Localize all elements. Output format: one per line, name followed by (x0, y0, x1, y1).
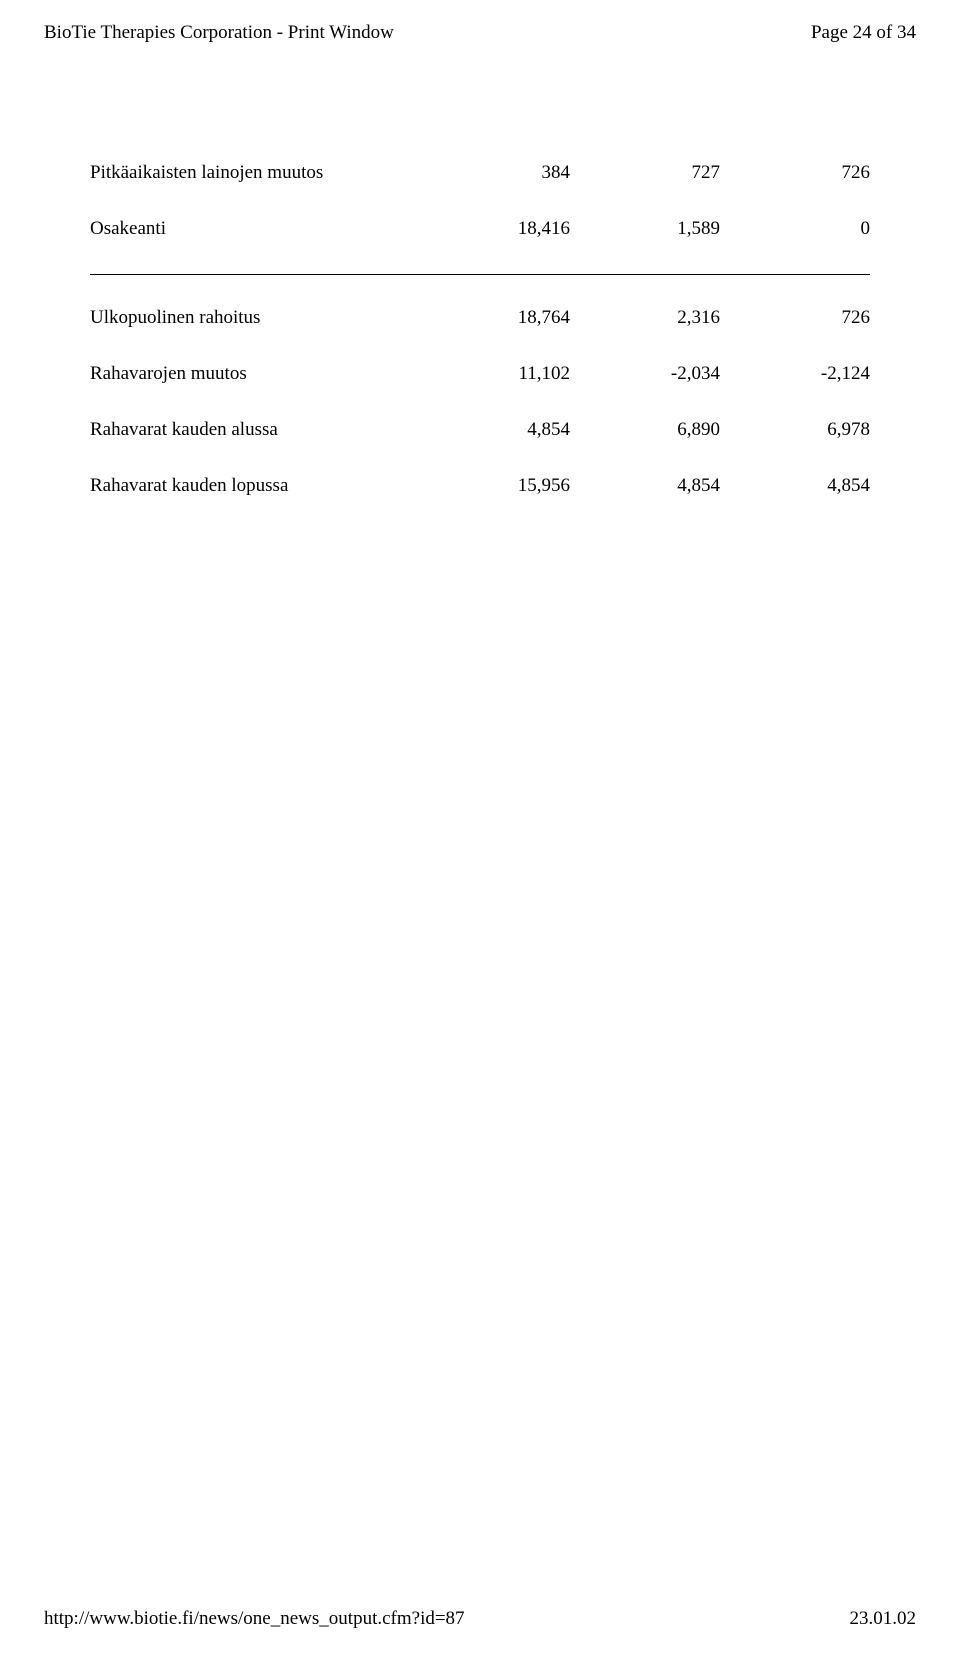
row-label: Rahavarat kauden alussa (90, 419, 420, 441)
row-label: Rahavarojen muutos (90, 363, 420, 385)
row-value-3: -2,124 (720, 363, 870, 385)
row-label: Ulkopuolinen rahoitus (90, 307, 420, 329)
row-value-1: 11,102 (420, 363, 570, 385)
row-value-3: 726 (720, 162, 870, 184)
footer-date: 23.01.02 (850, 1608, 917, 1630)
row-value-2: 727 (570, 162, 720, 184)
row-label: Osakeanti (90, 218, 420, 240)
row-value-1: 18,764 (420, 307, 570, 329)
row-value-3: 0 (720, 218, 870, 240)
page-footer: http://www.biotie.fi/news/one_news_outpu… (44, 1608, 916, 1630)
row-value-1: 18,416 (420, 218, 570, 240)
page-header: BioTie Therapies Corporation - Print Win… (0, 0, 960, 44)
table-row: Ulkopuolinen rahoitus 18,764 2,316 726 (90, 307, 870, 329)
row-label: Rahavarat kauden lopussa (90, 475, 420, 497)
row-value-1: 15,956 (420, 475, 570, 497)
table-row: Rahavarojen muutos 11,102 -2,034 -2,124 (90, 363, 870, 385)
row-value-2: 1,589 (570, 218, 720, 240)
row-value-3: 6,978 (720, 419, 870, 441)
row-value-1: 4,854 (420, 419, 570, 441)
table-row: Rahavarat kauden alussa 4,854 6,890 6,97… (90, 419, 870, 441)
row-value-2: -2,034 (570, 363, 720, 385)
row-value-1: 384 (420, 162, 570, 184)
row-value-2: 4,854 (570, 475, 720, 497)
row-value-2: 2,316 (570, 307, 720, 329)
page-indicator: Page 24 of 34 (811, 22, 916, 44)
row-value-3: 726 (720, 307, 870, 329)
table-row: Osakeanti 18,416 1,589 0 (90, 218, 870, 240)
row-label: Pitkäaikaisten lainojen muutos (90, 162, 420, 184)
content-area: Pitkäaikaisten lainojen muutos 384 727 7… (0, 44, 960, 497)
table-row: Pitkäaikaisten lainojen muutos 384 727 7… (90, 162, 870, 184)
section-divider (90, 274, 870, 275)
row-value-2: 6,890 (570, 419, 720, 441)
header-title: BioTie Therapies Corporation - Print Win… (44, 22, 394, 44)
table-row: Rahavarat kauden lopussa 15,956 4,854 4,… (90, 475, 870, 497)
row-value-3: 4,854 (720, 475, 870, 497)
footer-url: http://www.biotie.fi/news/one_news_outpu… (44, 1608, 465, 1630)
